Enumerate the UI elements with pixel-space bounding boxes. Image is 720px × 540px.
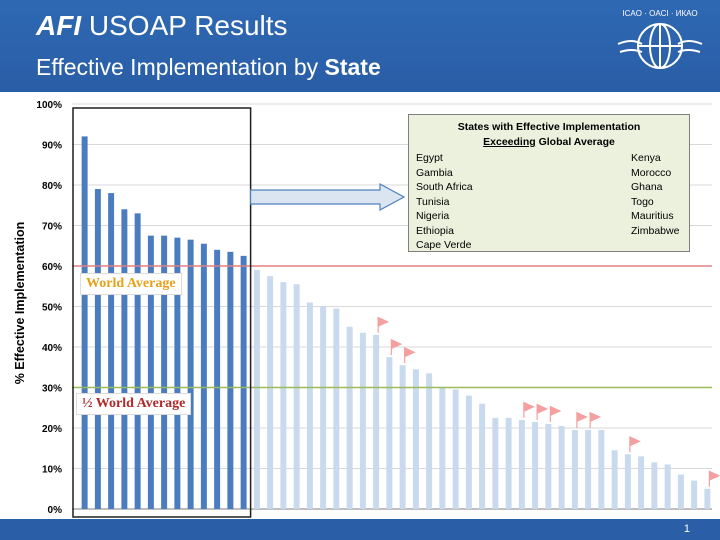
state-bar	[306, 302, 313, 509]
state-bar	[598, 430, 605, 509]
pointer-arrow	[250, 182, 406, 212]
state-name: Nigeria	[416, 210, 450, 222]
state-bar	[664, 464, 671, 509]
flag-icon	[709, 470, 720, 481]
y-tick-label: 30%	[42, 384, 62, 395]
state-bar	[638, 456, 645, 509]
state-bar	[677, 474, 684, 509]
flag-icon	[523, 401, 535, 412]
state-bar	[267, 276, 274, 509]
state-bar	[293, 284, 300, 509]
state-name: Tunisia	[416, 195, 450, 208]
state-bar	[280, 282, 287, 509]
highlighted-state-bar	[108, 193, 115, 509]
flag-icon	[391, 339, 403, 350]
state-bar	[558, 425, 565, 509]
state-name: South Africa	[416, 181, 473, 193]
state-bar	[320, 306, 327, 509]
y-tick-label: 40%	[42, 343, 62, 354]
state-name: Egypt	[416, 152, 443, 164]
footer-bar: 1	[0, 519, 720, 540]
state-bar	[346, 326, 353, 509]
highlighted-state-bar	[121, 209, 128, 510]
state-bar	[518, 419, 525, 509]
flag-icon	[590, 412, 602, 423]
state-bar	[651, 462, 658, 509]
flag-icon	[537, 403, 549, 414]
state-name: Ghana	[631, 181, 663, 193]
y-tick-label: 80%	[42, 181, 62, 192]
state-bar	[571, 430, 578, 509]
y-tick-label: 90%	[42, 141, 62, 152]
state-name: Togo	[631, 195, 654, 208]
page-number: 1	[683, 523, 690, 535]
y-axis-label: % Effective Implementation	[13, 221, 27, 385]
state-bar	[359, 332, 366, 509]
state-name: Morocco	[631, 166, 672, 179]
state-bar	[492, 417, 499, 509]
highlighted-state-bar	[161, 235, 168, 509]
flag-icon	[404, 347, 416, 358]
state-bar	[545, 423, 552, 509]
highlighted-state-bar	[187, 239, 194, 510]
legend-title: States with Effective Implementation Exc…	[457, 121, 641, 148]
state-bar	[399, 365, 406, 509]
state-bar	[691, 480, 698, 509]
highlighted-state-bar	[81, 136, 88, 509]
state-bar	[426, 373, 433, 509]
state-bar	[452, 389, 459, 509]
state-bar	[333, 308, 340, 509]
state-name: Gambia	[416, 166, 453, 179]
state-bar	[253, 270, 260, 509]
icao-logo-icon: ICAO · OACI · ИКАО	[617, 9, 703, 69]
top-states-frame	[72, 107, 252, 518]
state-bar	[439, 387, 446, 509]
flag-icon	[576, 412, 588, 423]
state-bar	[505, 417, 512, 509]
state-name: Cape Verde	[416, 239, 472, 251]
y-tick-label: 100%	[36, 100, 62, 111]
highlighted-state-bar	[214, 249, 221, 510]
flag-icon	[378, 316, 390, 327]
flag-icon	[550, 405, 562, 416]
state-name: Zimbabwe	[631, 224, 680, 237]
effective-implementation-chart: 0% 10% 20% 30% 40% 50% 60% 70% 80% 90% 100%	[36, 100, 720, 518]
highlighted-state-bar	[240, 255, 247, 509]
y-tick-label: 0%	[48, 505, 63, 516]
state-bar	[479, 403, 486, 509]
state-bar	[624, 454, 631, 509]
y-tick-label: 50%	[42, 303, 62, 314]
y-tick-label: 20%	[42, 424, 62, 435]
world-average-label: World Average	[80, 273, 182, 295]
state-bar	[465, 395, 472, 509]
state-name: Mauritius	[631, 210, 674, 222]
exceeding-states-box: States with Effective Implementation Exc…	[408, 114, 690, 252]
state-bar	[386, 357, 393, 509]
half-world-average-label: ½ World Average	[76, 393, 192, 415]
highlighted-state-bar	[147, 235, 154, 509]
state-bar	[611, 450, 618, 509]
state-name: Ethiopia	[416, 224, 454, 237]
logo-text: ICAO · OACI · ИКАО	[622, 9, 697, 18]
page-subtitle: Effective Implementation by State	[36, 54, 381, 80]
state-bar	[585, 430, 592, 509]
states-list-right: Kenya Morocco Ghana Togo Mauritius Zimbabwe	[631, 151, 679, 238]
state-bar	[532, 421, 539, 509]
highlighted-state-bar	[174, 237, 181, 509]
state-bar	[373, 334, 380, 509]
header-bar: AFI USOAP Results Effective Implementati…	[0, 0, 720, 92]
flag-icon	[629, 436, 641, 447]
state-name: Kenya	[631, 152, 661, 164]
y-tick-label: 70%	[42, 222, 62, 233]
highlighted-state-bar	[200, 243, 207, 509]
states-list-left: Egypt Gambia South Africa Tunisia Nigeria Eth…	[416, 151, 473, 253]
y-tick-label: 10%	[42, 465, 62, 476]
y-tick-label: 60%	[42, 262, 62, 273]
state-bar	[412, 369, 419, 509]
highlighted-state-bar	[94, 189, 101, 510]
highlighted-state-bar	[134, 213, 141, 509]
highlighted-state-bar	[227, 251, 234, 509]
state-bar	[704, 488, 711, 509]
page-title: AFI USOAP Results	[36, 10, 288, 41]
